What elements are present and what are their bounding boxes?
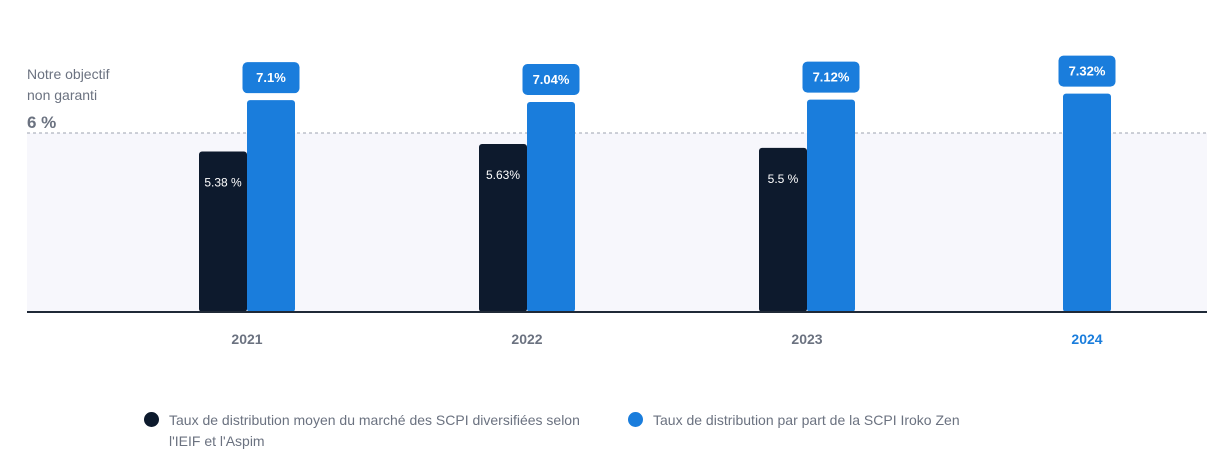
data-label-market-2023: 5.5 % xyxy=(768,172,799,186)
legend-label-market: Taux de distribution moyen du marché des… xyxy=(169,412,580,449)
data-badge-iroko-2023 xyxy=(802,61,860,93)
data-label-market-2022: 5.63% xyxy=(486,168,520,182)
data-label-iroko-2022: 7.04% xyxy=(533,72,570,87)
bar-iroko-2024 xyxy=(1063,93,1111,313)
category-label-2021: 2021 xyxy=(231,331,262,347)
data-badge-iroko-2024 xyxy=(1058,55,1116,87)
category-label-2022: 2022 xyxy=(511,331,542,347)
legend-label-iroko: Taux de distribution par part de la SCPI… xyxy=(653,412,960,428)
data-label-iroko-2023: 7.12% xyxy=(813,70,850,85)
legend-swatch-market xyxy=(144,412,159,427)
category-label-2024: 2024 xyxy=(1071,331,1102,347)
bar-market-2023 xyxy=(759,147,807,312)
data-badge-iroko-2022 xyxy=(522,63,580,95)
objective-text-line-1: Notre objectif xyxy=(27,66,110,82)
data-label-iroko-2021: 7.1% xyxy=(256,70,286,85)
bar-iroko-2022 xyxy=(527,101,575,313)
objective-value: 6 % xyxy=(27,113,57,132)
data-badge-iroko-2021 xyxy=(242,62,300,94)
legend-item-market: Taux de distribution moyen du marché des… xyxy=(144,410,584,452)
data-label-market-2021: 5.38 % xyxy=(204,175,242,189)
bar-market-2021 xyxy=(199,151,247,312)
category-label-2023: 2023 xyxy=(791,331,822,347)
bar-iroko-2023 xyxy=(807,99,855,312)
objective-text-line-2: non garanti xyxy=(27,87,98,103)
legend-swatch-iroko xyxy=(628,412,643,427)
bar-iroko-2021 xyxy=(247,100,295,312)
legend-item-iroko: Taux de distribution par part de la SCPI… xyxy=(628,410,1048,431)
objective-annotation: Notre objectif non garanti 6 % xyxy=(27,64,109,133)
data-label-iroko-2024: 7.32% xyxy=(1069,64,1106,79)
bar-market-2022 xyxy=(479,144,527,312)
